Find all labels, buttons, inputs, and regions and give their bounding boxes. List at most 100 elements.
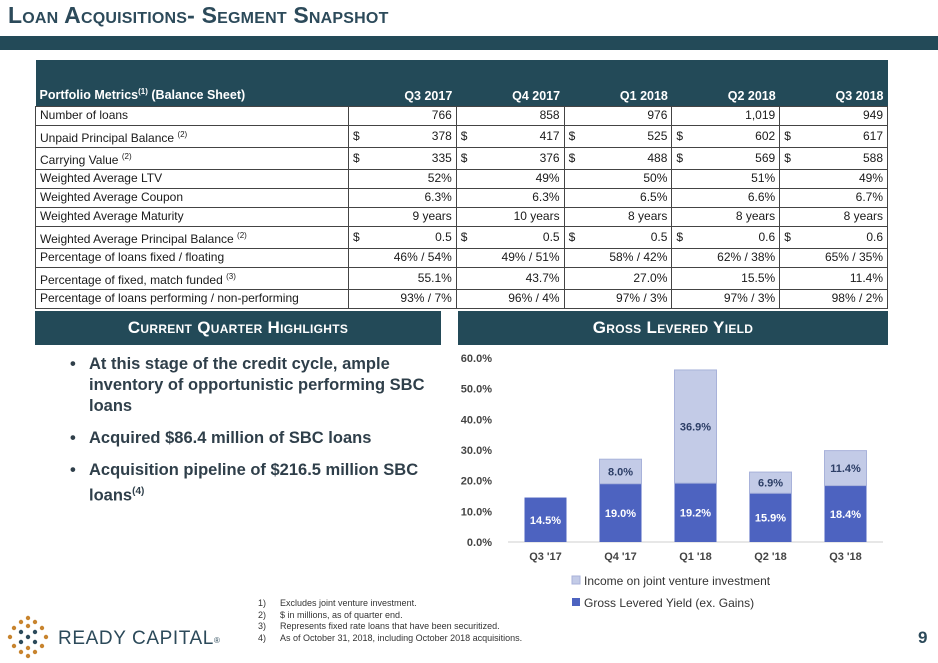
- table-cell: $378: [348, 124, 457, 148]
- highlight-bullet: • At this stage of the credit cycle, ampl…: [70, 355, 425, 415]
- x-tick-label: Q3 '17: [529, 551, 562, 563]
- y-tick-label: 60.0%: [461, 353, 492, 365]
- bar-segment: [524, 497, 567, 542]
- data-label: 18.4%: [830, 509, 861, 521]
- table-row: Unpaid Principal Balance (2) $378 $417 $525…: [35, 124, 888, 148]
- row-label: Weighted Average LTV: [35, 168, 349, 189]
- table-cell: 55.1%: [348, 266, 457, 290]
- legend-swatch: [571, 575, 581, 585]
- table-cell: 97% / 3%: [563, 288, 673, 309]
- data-label: 15.9%: [755, 513, 786, 525]
- table-cell: $376: [455, 146, 565, 170]
- table-cell: 52%: [348, 168, 457, 189]
- bar-segment: [674, 369, 717, 484]
- row-label: Percentage of fixed, match funded (3): [35, 266, 349, 290]
- table-cell: 949: [779, 105, 888, 126]
- table-cell: 97% / 3%: [671, 288, 781, 309]
- column-header: Q3 2017: [348, 60, 457, 106]
- data-label: 36.9%: [680, 422, 711, 434]
- bullet-icon: •: [70, 461, 76, 479]
- footnotes: 1) Excludes joint venture investment. 2) $ …: [258, 598, 558, 644]
- table-cell: 858: [455, 105, 565, 126]
- bar-segment: [674, 483, 717, 542]
- table-cell: $0.5: [563, 225, 673, 249]
- table-cell: 49% / 51%: [455, 247, 565, 268]
- column-header: Q4 2017: [456, 60, 565, 106]
- table-cell: 58% / 42%: [563, 247, 673, 268]
- highlight-bullet: • Acquired $86.4 million of SBC loans: [70, 429, 372, 447]
- table-cell: 6.5%: [563, 187, 673, 208]
- x-tick-label: Q3 '18: [829, 551, 862, 563]
- bar-segment: [749, 493, 792, 542]
- table-cell: 1,019: [671, 105, 781, 126]
- gross-levered-yield-chart: 0.0% 10.0% 20.0% 30.0% 40.0% 50.0% 60.0% 14.5% Q…: [461, 353, 883, 610]
- y-tick-label: 0.0%: [467, 537, 492, 549]
- footnote: 4) As of October 31, 2018, including Octo…: [258, 632, 523, 643]
- table-cell: 46% / 54%: [348, 247, 457, 268]
- row-label: Percentage of loans fixed / floating: [35, 247, 349, 268]
- row-label: Percentage of loans performing / non-per…: [35, 288, 349, 309]
- y-tick-label: 50.0%: [461, 384, 492, 396]
- highlight-bullet: • Acquisition pipeline of $216.5 million …: [70, 461, 419, 505]
- row-label: Number of loans: [35, 105, 349, 126]
- table-cell: $0.6: [779, 225, 888, 249]
- y-tick-label: 40.0%: [461, 414, 492, 426]
- table-cell: $525: [563, 124, 673, 148]
- highlights-header: Current Quarter Highlights: [35, 311, 441, 345]
- data-label: 11.4%: [830, 463, 861, 475]
- table-cell: 65% / 35%: [779, 247, 888, 268]
- table-cell: 93% / 7%: [348, 288, 457, 309]
- table-cell: $569: [671, 146, 781, 170]
- table-cell: 96% / 4%: [455, 288, 565, 309]
- table-header-row: Portfolio Metrics(1) (Balance Sheet) Q3 …: [35, 60, 888, 106]
- title-divider-bar: [0, 36, 938, 50]
- legend-label: Gross Levered Yield (ex. Gains): [584, 596, 754, 610]
- data-label: 19.2%: [680, 508, 711, 520]
- table-cell: $0.5: [348, 225, 457, 249]
- row-label: Weighted Average Maturity: [35, 206, 349, 227]
- table-cell: 62% / 38%: [671, 247, 781, 268]
- table-row: Percentage of loans fixed / floating 46% …: [35, 247, 888, 268]
- table-cell: $0.5: [455, 225, 565, 249]
- table-cell: 6.7%: [779, 187, 888, 208]
- table-cell: 10 years: [455, 206, 565, 227]
- column-header: Q3 2018: [779, 60, 888, 106]
- data-label: 6.9%: [758, 478, 783, 490]
- footnote: 2) $ in millions, as of quarter end.: [258, 609, 403, 620]
- table-row: Weighted Average LTV 52% 49% 50% 51% 49%: [35, 168, 888, 189]
- column-header: Q1 2018: [564, 60, 672, 106]
- bar-segment: [749, 471, 792, 494]
- table-cell: 6.3%: [455, 187, 565, 208]
- ready-capital-logo: READY CAPITAL®: [7, 615, 220, 659]
- page-title: Loan Acquisitions- Segment Snapshot: [8, 2, 389, 28]
- table-cell: $617: [779, 124, 888, 148]
- table-cell: 11.4%: [779, 266, 888, 290]
- table-cell: 9 years: [348, 206, 457, 227]
- table-cell: 8 years: [779, 206, 888, 227]
- x-tick-label: Q2 '18: [754, 551, 787, 563]
- table-cell: 43.7%: [455, 266, 565, 290]
- table-cell: 8 years: [671, 206, 781, 227]
- table-cell: $588: [779, 146, 888, 170]
- table-row: Percentage of fixed, match funded (3) 55.…: [35, 266, 888, 290]
- y-tick-label: 10.0%: [461, 506, 492, 518]
- table-cell: 49%: [779, 168, 888, 189]
- table-cell: 766: [348, 105, 457, 126]
- data-label: 14.5%: [530, 515, 561, 527]
- bullet-icon: •: [70, 355, 76, 373]
- row-label: Unpaid Principal Balance (2): [35, 124, 349, 148]
- footnote: 1) Excludes joint venture investment.: [258, 598, 417, 608]
- bar-segment: [599, 458, 642, 485]
- portfolio-metrics-table: Portfolio Metrics(1) (Balance Sheet) Q3 …: [35, 60, 888, 309]
- table-cell: 49%: [455, 168, 565, 189]
- table-header-label: Portfolio Metrics(1) (Balance Sheet): [35, 60, 349, 106]
- table-cell: 6.6%: [671, 187, 781, 208]
- table-cell: 976: [563, 105, 673, 126]
- table-cell: $602: [671, 124, 781, 148]
- table-row: Percentage of loans performing / non-per…: [35, 288, 888, 309]
- table-cell: 51%: [671, 168, 781, 189]
- bullet-icon: •: [70, 429, 76, 447]
- table-row: Carrying Value (2) $335 $376 $488 $569 $588: [35, 146, 888, 170]
- data-label: 19.0%: [605, 508, 636, 520]
- table-cell: 98% / 2%: [779, 288, 888, 309]
